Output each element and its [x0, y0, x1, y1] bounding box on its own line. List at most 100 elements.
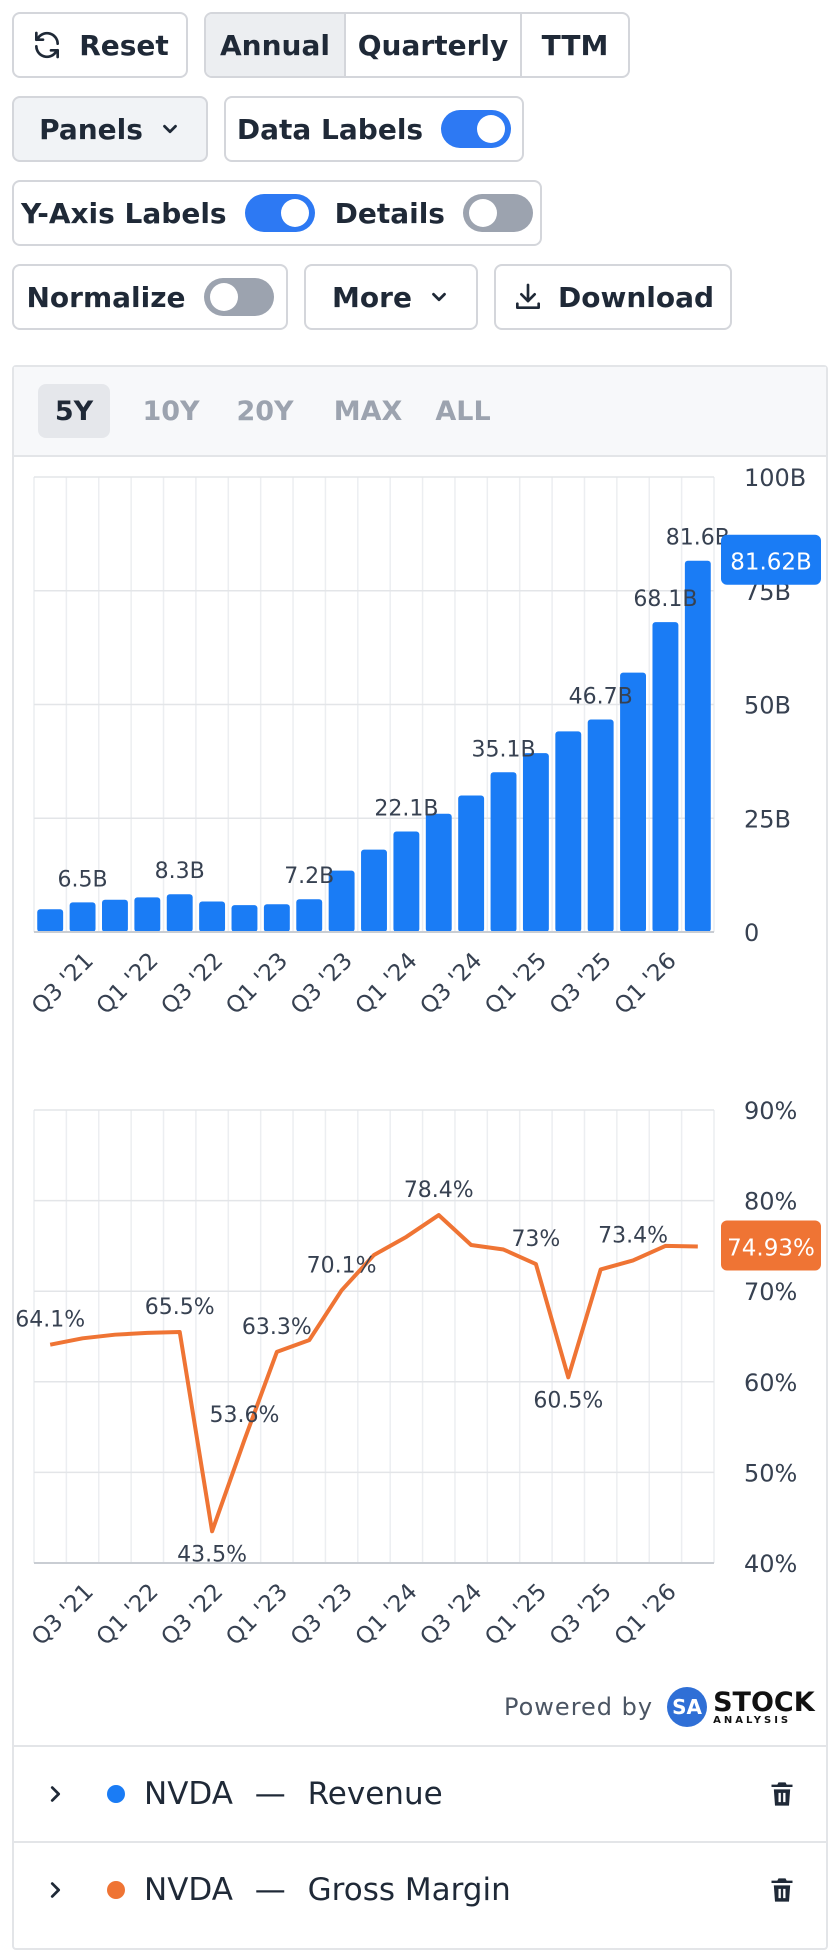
x-tick-label: Q3 '21 [27, 1579, 99, 1651]
reset-button[interactable]: Reset [12, 12, 188, 78]
bar [231, 905, 258, 932]
bar [199, 901, 226, 932]
bar [393, 831, 420, 932]
chevron-right-icon[interactable] [44, 1877, 66, 1907]
powered-by-text: Powered by [504, 1693, 654, 1721]
range-all[interactable]: ALL [435, 395, 491, 427]
normalize-label: Normalize [26, 280, 186, 314]
trash-icon[interactable] [768, 1875, 796, 1909]
legend-sep: — [254, 1872, 286, 1908]
x-tick-label: Q1 '22 [92, 1579, 164, 1651]
download-label: Download [557, 280, 715, 314]
data-label: 73.4% [598, 1223, 668, 1248]
data-label: 81.6B [666, 526, 730, 551]
data-label: 53.6% [210, 1403, 280, 1428]
range-20y[interactable]: 20Y [236, 395, 294, 427]
bar [263, 904, 290, 932]
details-label: Details [334, 196, 445, 230]
data-label: 6.5B [58, 867, 108, 892]
chevron-down-icon [159, 118, 181, 140]
bar [522, 753, 549, 932]
data-label: 7.2B [284, 864, 334, 889]
bar [425, 813, 452, 932]
data-label: 22.1B [374, 796, 438, 821]
data-label: 64.1% [15, 1308, 85, 1333]
data-label: 46.7B [569, 685, 633, 710]
legend-row-gross-margin[interactable]: NVDA — Gross Margin [14, 1841, 826, 1937]
data-label: 8.3B [155, 859, 205, 884]
more-dropdown[interactable]: More [304, 264, 478, 330]
x-tick-label: Q3 '25 [545, 948, 617, 1020]
bar [555, 731, 582, 932]
range-5y[interactable]: 5Y [38, 384, 110, 438]
data-label: 60.5% [533, 1388, 603, 1413]
series-line [49, 1213, 698, 1534]
x-tick-label: Q1 '23 [221, 948, 293, 1020]
bar [37, 909, 64, 932]
y-tick-label: 80% [744, 1188, 797, 1216]
sa-badge: SA [667, 1687, 708, 1727]
bar [134, 897, 161, 932]
data-label: 65.5% [145, 1295, 215, 1320]
legend-metric: Revenue [307, 1776, 443, 1812]
last-value-badge [721, 1220, 821, 1271]
details-toggle[interactable] [462, 194, 533, 232]
data-labels-label: Data Labels [236, 112, 424, 146]
chart-panel: 5Y 10Y 20Y MAX ALL 0 25B 50B 75B 100B 6.5B 8.3… [12, 365, 828, 1950]
y-axis-labels-toggle[interactable] [244, 194, 315, 232]
download-button[interactable]: Download [494, 264, 732, 330]
data-label: 35.1B [471, 737, 535, 762]
period-annual[interactable]: Annual [206, 14, 346, 76]
stock-analysis-logo: SA STOCK ANALYSIS [667, 1687, 815, 1727]
period-quarterly[interactable]: Quarterly [346, 14, 522, 76]
chevron-down-icon [428, 286, 450, 308]
x-tick-label: Q3 '22 [156, 948, 228, 1020]
axis-details-control: Y-Axis Labels Details [12, 180, 542, 246]
x-tick-label: Q1 '24 [351, 948, 423, 1020]
x-tick-label: Q3 '21 [27, 948, 99, 1020]
data-label: 68.1B [633, 587, 697, 612]
x-tick-label: Q1 '25 [480, 948, 552, 1020]
x-tick-label: Q1 '26 [610, 1579, 682, 1651]
download-icon [512, 281, 544, 313]
y-tick-label: 60% [744, 1369, 797, 1397]
legend-sep: — [254, 1776, 286, 1812]
last-value-text: 81.62B [730, 550, 812, 576]
y-tick-label: 50B [744, 692, 791, 720]
range-max[interactable]: MAX [333, 395, 403, 427]
reset-label: Reset [79, 28, 169, 62]
x-tick-label: Q1 '26 [610, 948, 682, 1020]
bar [296, 899, 323, 932]
bar [620, 672, 646, 932]
bar [166, 894, 193, 932]
y-axis-labels-label: Y-Axis Labels [21, 196, 227, 230]
bar [684, 560, 711, 932]
trash-icon[interactable] [768, 1779, 796, 1813]
normalize-toggle[interactable] [203, 278, 274, 316]
legend-ticker: NVDA [144, 1776, 233, 1812]
data-labels-toggle[interactable] [441, 110, 512, 148]
more-label: More [332, 280, 412, 314]
x-tick-label: Q3 '23 [286, 1579, 358, 1651]
bar [587, 719, 614, 932]
y-tick-label: 50% [744, 1459, 797, 1487]
x-tick-label: Q3 '24 [416, 948, 488, 1020]
x-tick-label: Q1 '22 [92, 948, 164, 1020]
bar [361, 849, 387, 932]
series-color-dot [107, 1785, 125, 1803]
range-selector: 5Y 10Y 20Y MAX ALL [14, 367, 826, 457]
legend-row-revenue[interactable]: NVDA — Revenue [14, 1745, 826, 1841]
bar [328, 870, 355, 932]
x-tick-label: Q3 '25 [545, 1579, 617, 1651]
powered-by: Powered by SA STOCK ANALYSIS [504, 1687, 815, 1727]
brand-sub: ANALYSIS [713, 1714, 792, 1726]
range-10y[interactable]: 10Y [142, 395, 200, 427]
period-ttm[interactable]: TTM [541, 28, 609, 62]
data-label: 73% [511, 1227, 560, 1252]
chevron-right-icon[interactable] [44, 1781, 66, 1811]
y-tick-label: 0 [744, 919, 759, 947]
bar [490, 772, 517, 932]
normalize-control: Normalize [12, 264, 288, 330]
y-tick-label: 40% [744, 1550, 797, 1578]
panels-dropdown[interactable]: Panels [12, 96, 208, 162]
